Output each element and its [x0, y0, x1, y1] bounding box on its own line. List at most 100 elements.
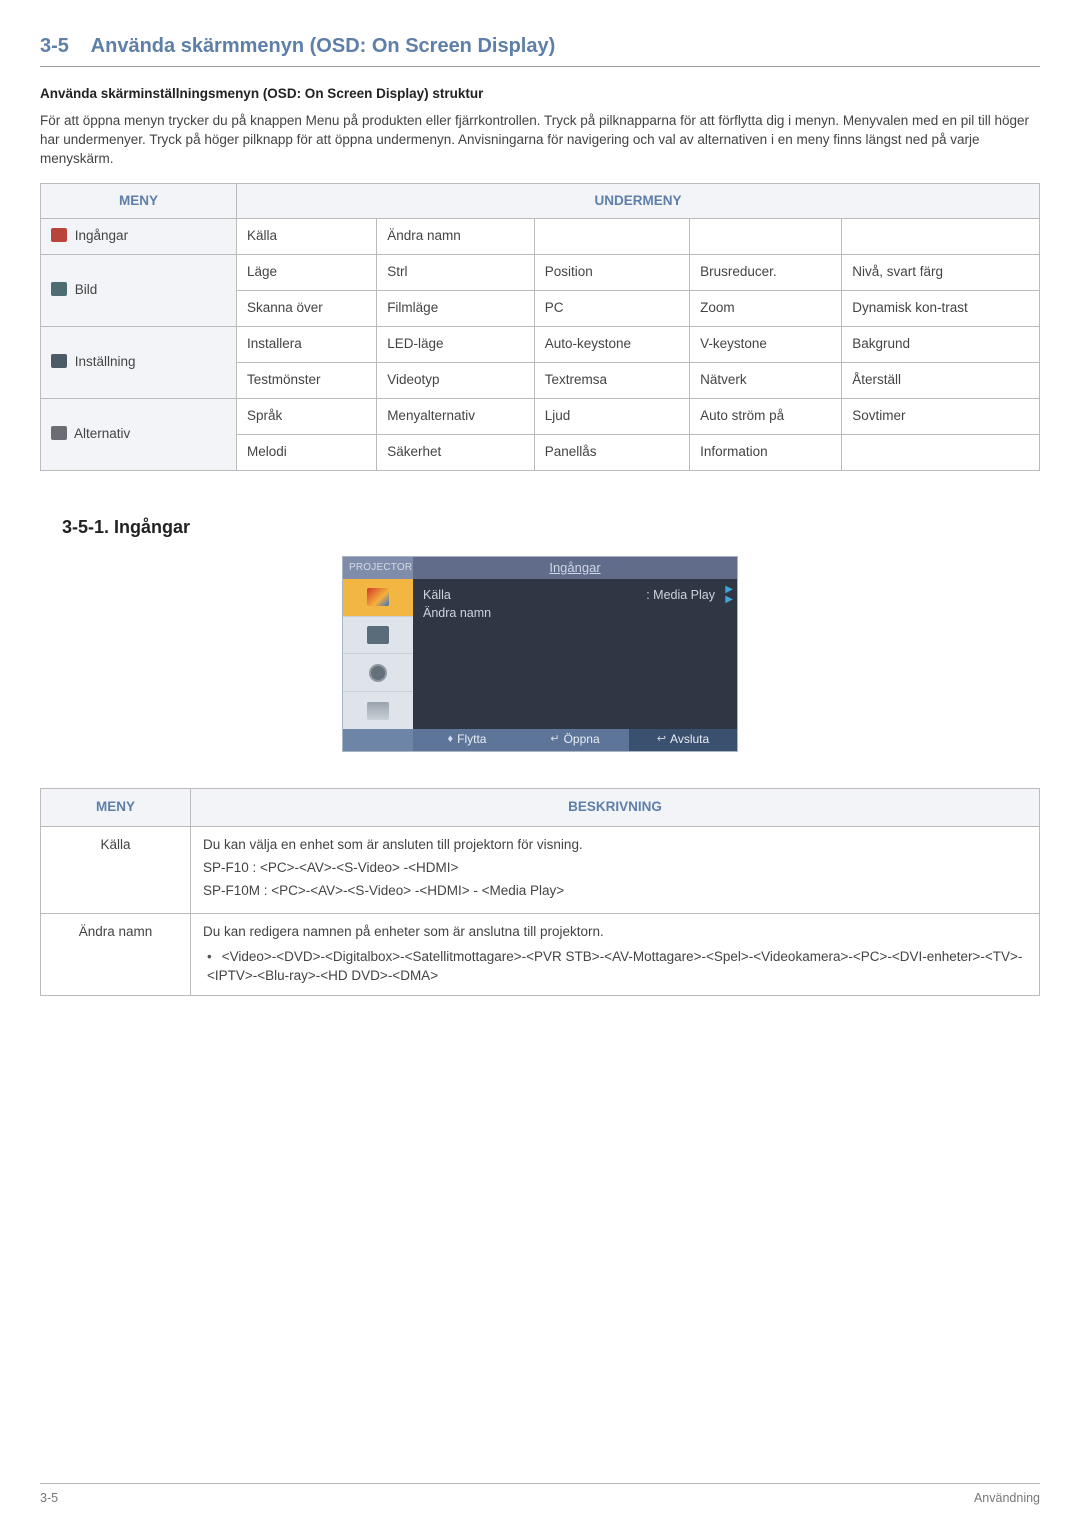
- desc-line: Du kan redigera namnen på enheter som är…: [203, 923, 1027, 942]
- cell: Sovtimer: [842, 398, 1040, 434]
- osd-projector-label: PROJECTOR: [343, 557, 413, 579]
- ingangar-text: Ingångar: [75, 228, 128, 243]
- osd-footer-move: ♦ Flytta: [413, 729, 521, 751]
- osd-footer: ♦ Flytta ↵ Öppna ↩ Avsluta: [343, 729, 737, 751]
- osd-exit-label: Avsluta: [670, 731, 709, 748]
- bild-icon: [367, 626, 389, 644]
- ingangar-icon: [367, 588, 389, 606]
- sub-heading: Använda skärminställningsmenyn (OSD: On …: [40, 85, 1040, 104]
- desc-andra-body: Du kan redigera namnen på enheter som är…: [191, 914, 1040, 996]
- osd-footer-open: ↵ Öppna: [521, 729, 629, 751]
- th-menu: MENY: [41, 183, 237, 219]
- ingangar-icon: [51, 228, 67, 242]
- th-meny: MENY: [41, 788, 191, 826]
- cell: Källa: [237, 219, 377, 255]
- desc-bullet-list: <Video>-<DVD>-<Digitalbox>-<Satellitmott…: [203, 948, 1027, 986]
- cell: [534, 219, 689, 255]
- section-title: Använda skärmmenyn (OSD: On Screen Displ…: [91, 35, 556, 57]
- cell: Återställ: [842, 363, 1040, 399]
- cell: Läge: [237, 255, 377, 291]
- osd-move-label: Flytta: [457, 731, 486, 748]
- row-alternativ-label: Alternativ: [41, 398, 237, 470]
- cell: Filmläge: [377, 291, 535, 327]
- cell: V-keystone: [690, 327, 842, 363]
- th-beskrivning: BESKRIVNING: [191, 788, 1040, 826]
- osd-arrow-icons: ▶▶: [725, 585, 733, 605]
- cell: Testmönster: [237, 363, 377, 399]
- osd-screenshot: PROJECTOR Ingångar ▶▶ Källa : Media Play…: [342, 556, 738, 752]
- cell: Bakgrund: [842, 327, 1040, 363]
- th-submenu: UNDERMENY: [237, 183, 1040, 219]
- cell: [690, 219, 842, 255]
- footer-left: 3-5: [40, 1490, 58, 1508]
- osd-main: ▶▶ Källa : Media Play Ändra namn: [413, 579, 737, 729]
- cell: Brusreducer.: [690, 255, 842, 291]
- move-icon: ♦: [448, 732, 454, 747]
- cell: Ljud: [534, 398, 689, 434]
- cell: Nivå, svart färg: [842, 255, 1040, 291]
- osd-header: PROJECTOR Ingångar: [343, 557, 737, 579]
- cell: Säkerhet: [377, 434, 535, 470]
- cell: Auto ström på: [690, 398, 842, 434]
- osd-side-nav: [343, 579, 413, 729]
- osd-side-installning: [343, 654, 413, 692]
- alternativ-icon: [367, 702, 389, 720]
- alternativ-text: Alternativ: [74, 426, 130, 441]
- cell: Information: [690, 434, 842, 470]
- row-ingangar-label: Ingångar: [41, 219, 237, 255]
- desc-bullet: <Video>-<DVD>-<Digitalbox>-<Satellitmott…: [207, 948, 1027, 986]
- cell: [842, 219, 1040, 255]
- installning-icon: [51, 354, 67, 368]
- osd-side-bild: [343, 617, 413, 655]
- cell: Panellås: [534, 434, 689, 470]
- osd-side-ingangar: [343, 579, 413, 617]
- section-number: 3-5: [40, 32, 69, 60]
- description-table: MENY BESKRIVNING Källa Du kan välja en e…: [40, 788, 1040, 996]
- row-installning-label: Inställning: [41, 327, 237, 399]
- osd-row-kalla: Källa: [423, 587, 533, 605]
- cell: Auto-keystone: [534, 327, 689, 363]
- exit-icon: ↩: [657, 732, 666, 747]
- desc-kalla-body: Du kan välja en enhet som är ansluten ti…: [191, 826, 1040, 914]
- osd-title: Ingångar: [413, 559, 737, 577]
- osd-row-andra: Ändra namn: [423, 605, 533, 623]
- enter-icon: ↵: [550, 732, 559, 747]
- cell: Melodi: [237, 434, 377, 470]
- subsection-title: 3-5-1. Ingångar: [62, 515, 1040, 540]
- bild-icon: [51, 282, 67, 296]
- cell: Strl: [377, 255, 535, 291]
- alternativ-icon: [51, 426, 67, 440]
- osd-side-alternativ: [343, 692, 413, 729]
- gear-icon: [369, 664, 387, 682]
- desc-kalla-name: Källa: [41, 826, 191, 914]
- osd-open-label: Öppna: [564, 731, 600, 748]
- cell: Installera: [237, 327, 377, 363]
- cell: Zoom: [690, 291, 842, 327]
- desc-line: SP-F10M : <PC>-<AV>-<S-Video> -<HDMI> - …: [203, 882, 1027, 901]
- page-footer: 3-5 Användning: [40, 1483, 1040, 1508]
- cell: Språk: [237, 398, 377, 434]
- desc-line: SP-F10 : <PC>-<AV>-<S-Video> -<HDMI>: [203, 859, 1027, 878]
- cell: Nätverk: [690, 363, 842, 399]
- cell: Position: [534, 255, 689, 291]
- cell: [842, 434, 1040, 470]
- title-rule: [40, 66, 1040, 67]
- cell: Textremsa: [534, 363, 689, 399]
- desc-andra-name: Ändra namn: [41, 914, 191, 996]
- cell: Dynamisk kon-trast: [842, 291, 1040, 327]
- intro-paragraph: För att öppna menyn trycker du på knappe…: [40, 112, 1040, 169]
- cell: Videotyp: [377, 363, 535, 399]
- osd-row-kalla-value: : Media Play: [533, 587, 727, 605]
- installning-text: Inställning: [75, 354, 136, 369]
- cell: Skanna över: [237, 291, 377, 327]
- osd-footer-exit: ↩ Avsluta: [629, 729, 737, 751]
- menu-structure-table: MENY UNDERMENY Ingångar Källa Ändra namn…: [40, 183, 1040, 471]
- cell: LED-läge: [377, 327, 535, 363]
- desc-line: Du kan välja en enhet som är ansluten ti…: [203, 836, 1027, 855]
- cell: Menyalternativ: [377, 398, 535, 434]
- cell: Ändra namn: [377, 219, 535, 255]
- cell: PC: [534, 291, 689, 327]
- osd-footer-spacer: [343, 729, 413, 751]
- bild-text: Bild: [75, 282, 98, 297]
- footer-right: Användning: [974, 1490, 1040, 1508]
